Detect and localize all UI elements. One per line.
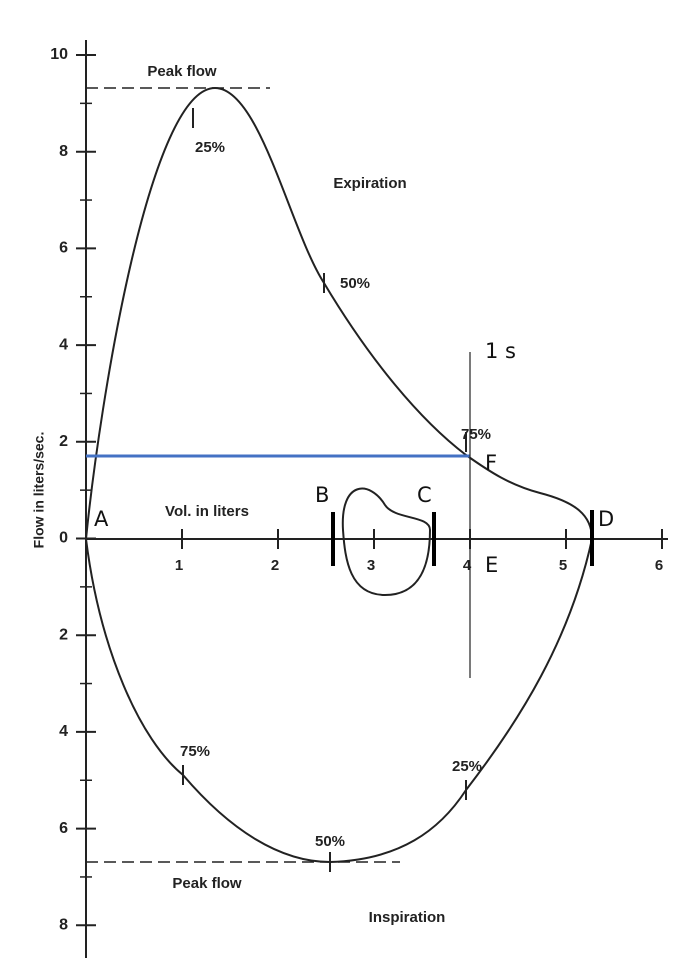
percent-label: 50% <box>315 833 345 850</box>
phase-markers <box>331 510 594 566</box>
y-tick-label: 10 <box>50 46 68 63</box>
point-label: F <box>485 451 497 475</box>
percent-label: 25% <box>452 758 482 775</box>
percent-label: 25% <box>195 139 225 156</box>
x-tick-label: 6 <box>655 557 663 574</box>
percent-label: 75% <box>461 426 491 443</box>
small-loop <box>341 487 432 597</box>
point-label: D <box>598 507 614 531</box>
x-tick-label: 4 <box>463 557 472 574</box>
y-axis-title: Flow in liters/sec. <box>31 432 47 549</box>
x-tick-label: 3 <box>367 557 375 574</box>
y-tick-label: 8 <box>59 143 68 160</box>
y-tick-label: 6 <box>59 820 68 837</box>
percent-label: 50% <box>340 275 370 292</box>
y-tick-label: 8 <box>59 917 68 934</box>
peak-label: Peak flow <box>147 63 217 80</box>
y-tick-label: 2 <box>59 626 68 643</box>
ticks: 10 8 6 4 2 0 2 4 6 8 1 2 3 4 5 6 <box>50 46 663 933</box>
x-tick-label: 1 <box>175 557 183 574</box>
point-label: A <box>94 507 109 531</box>
peak-label: Peak flow <box>172 875 242 892</box>
inspiration-curve <box>85 538 593 864</box>
x-axis-title: Vol. in liters <box>165 503 249 520</box>
point-label: C <box>417 483 432 507</box>
x-tick-label: 2 <box>271 557 279 574</box>
expiration-curve <box>85 86 593 540</box>
y-tick-label: 6 <box>59 240 68 257</box>
phase-label: Expiration <box>333 175 406 192</box>
y-tick-label: 4 <box>59 723 68 740</box>
point-label: E <box>485 553 498 577</box>
time-label: 1 s <box>485 339 516 363</box>
curve-markers <box>182 108 467 872</box>
y-tick-label: 0 <box>59 530 68 547</box>
point-label: B <box>315 483 329 507</box>
x-tick-label: 5 <box>559 557 567 574</box>
percent-label: 75% <box>180 743 210 760</box>
y-tick-label: 4 <box>59 336 68 353</box>
y-tick-label: 2 <box>59 433 68 450</box>
phase-label: Inspiration <box>369 909 446 926</box>
